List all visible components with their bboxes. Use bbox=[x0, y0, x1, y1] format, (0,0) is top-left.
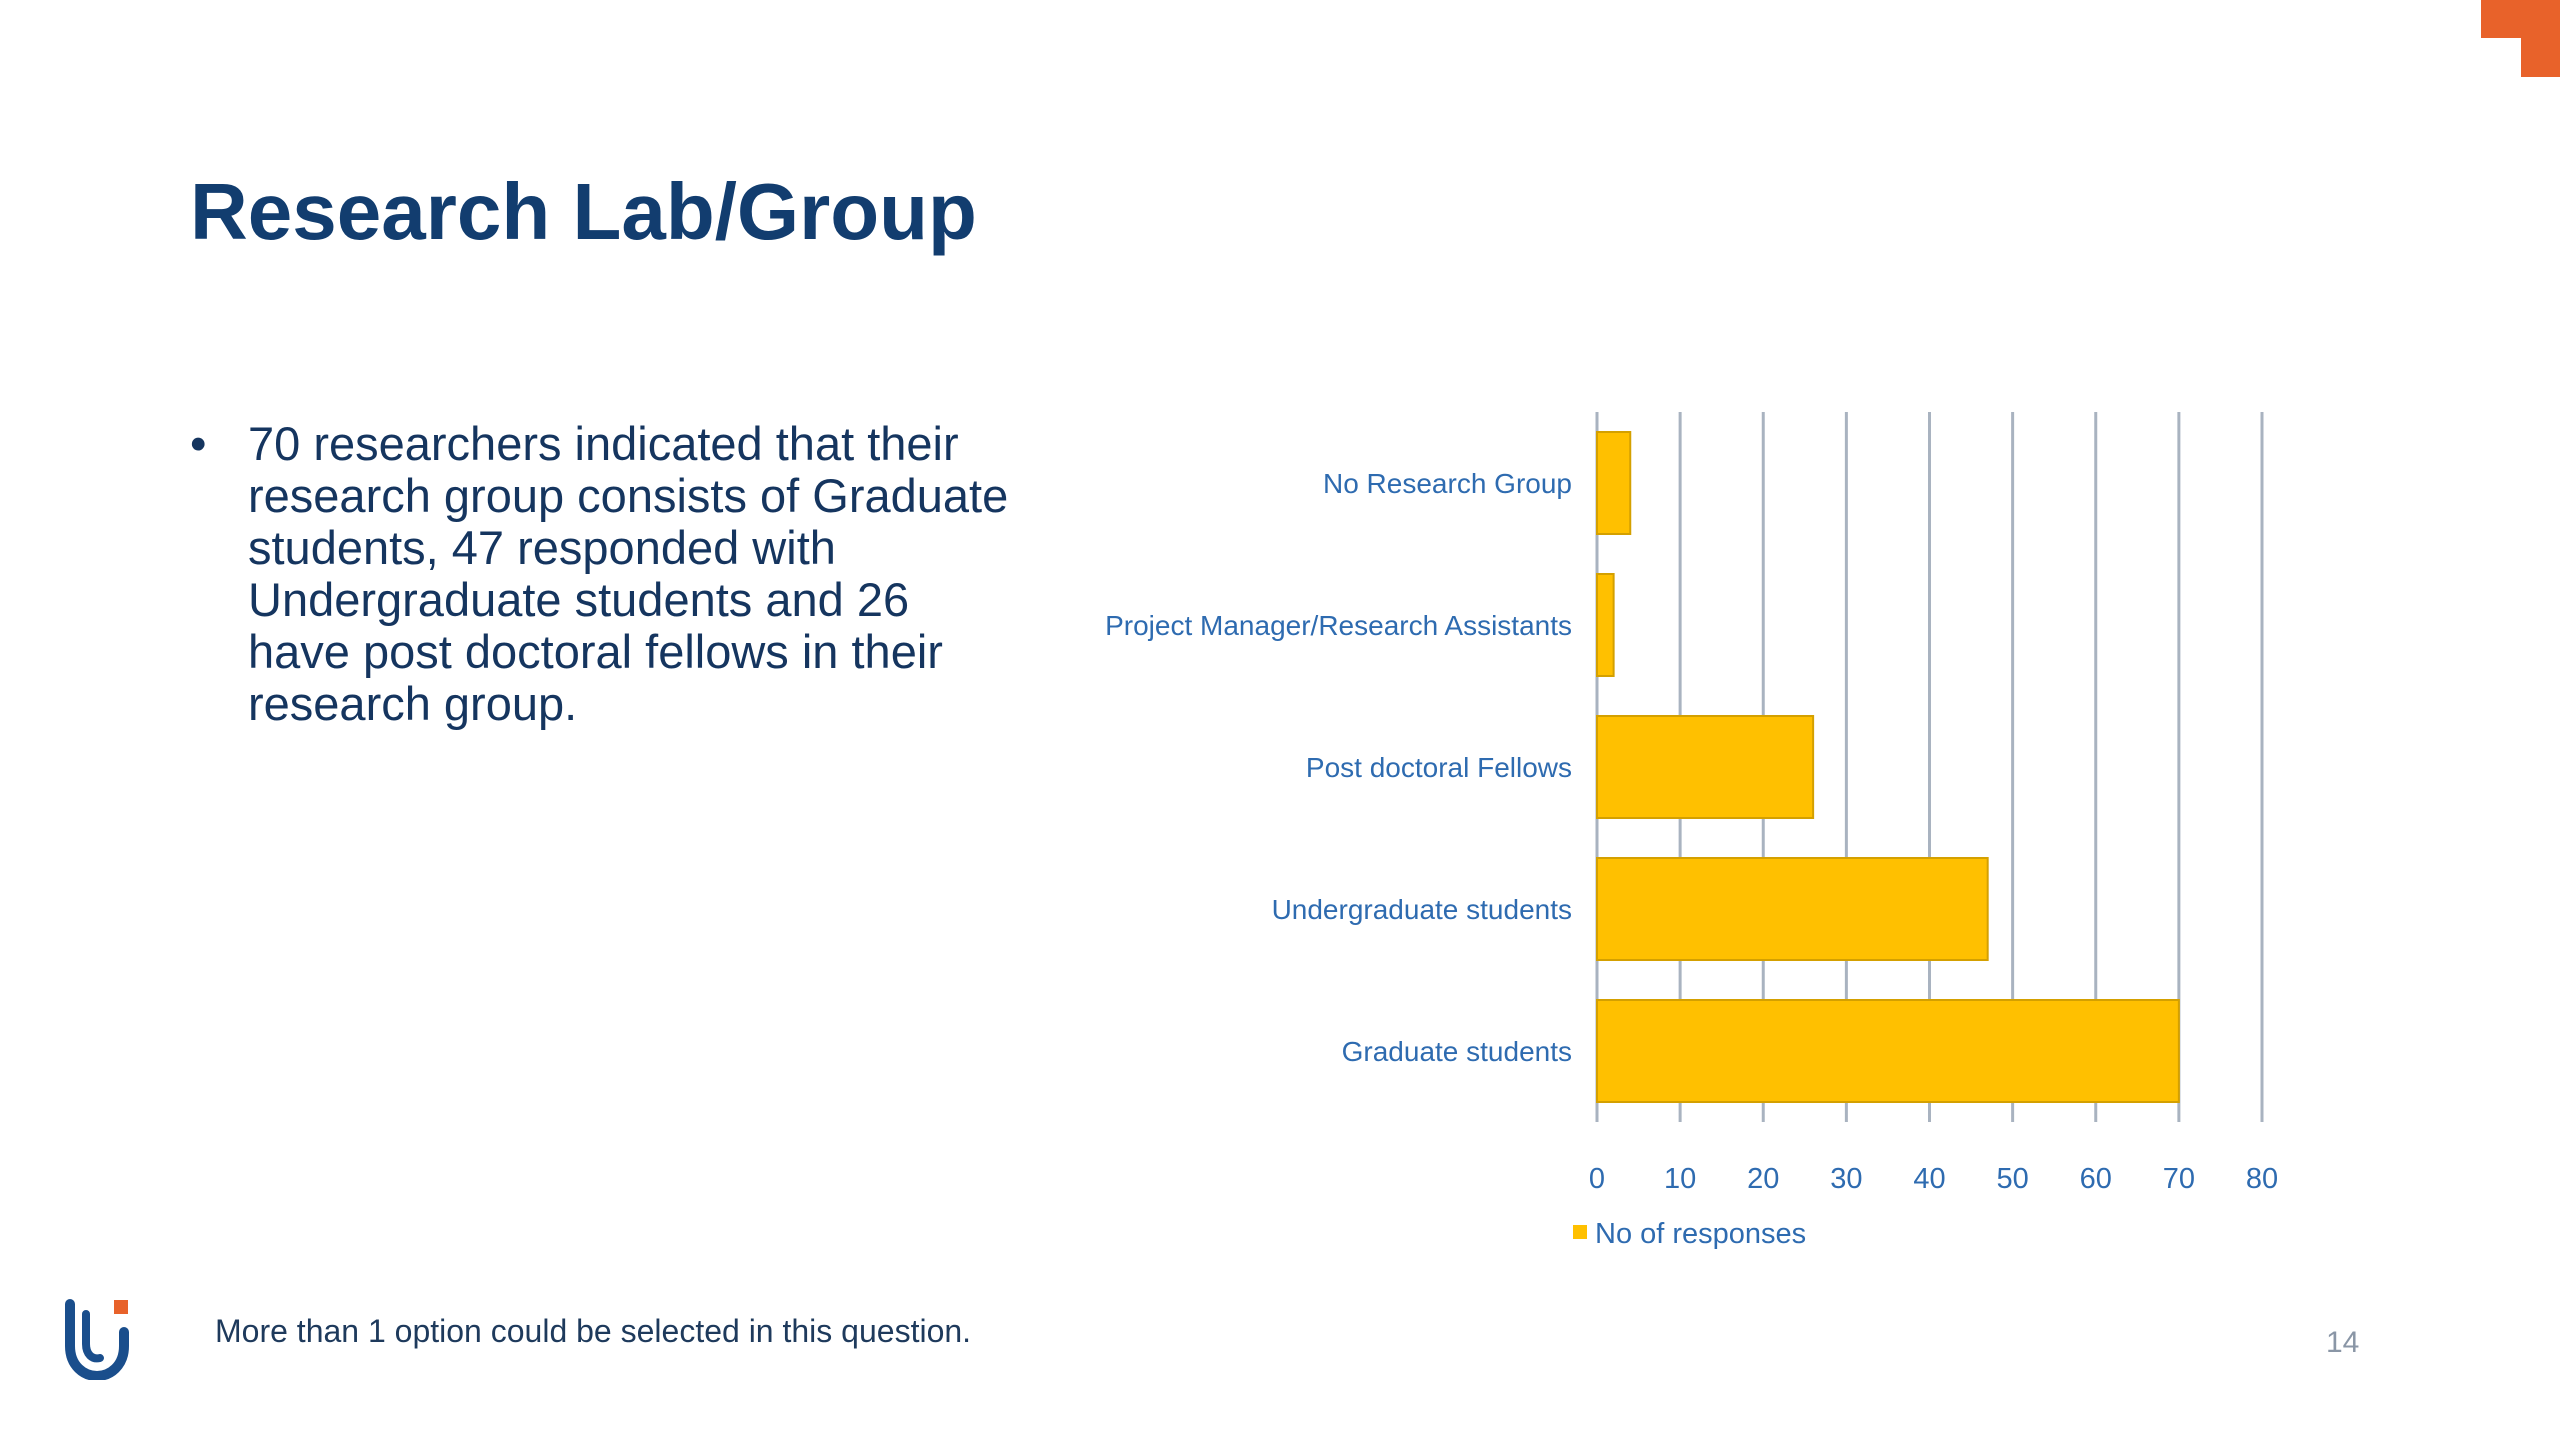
bullet-item: • 70 researchers indicated that their re… bbox=[190, 418, 1010, 730]
category-label-1: Project Manager/Research Assistants bbox=[1105, 610, 1572, 641]
bar-1 bbox=[1596, 573, 1615, 677]
slide-title: Research Lab/Group bbox=[190, 167, 977, 256]
x-tick-label-50: 50 bbox=[1996, 1163, 2028, 1195]
category-label-0: No Research Group bbox=[1323, 468, 1572, 499]
category-label-4: Graduate students bbox=[1342, 1036, 1572, 1067]
bullet-text: 70 researchers indicated that their rese… bbox=[248, 417, 1009, 730]
bullet-list: • 70 researchers indicated that their re… bbox=[190, 418, 1010, 730]
bullet-dot-icon: • bbox=[190, 417, 207, 470]
university-logo bbox=[65, 1299, 129, 1380]
legend-label: No of responses bbox=[1595, 1218, 1806, 1250]
x-tick-label-70: 70 bbox=[2163, 1163, 2195, 1195]
category-labels: No Research Group Project Manager/Researc… bbox=[1105, 468, 1572, 1067]
page-number: 14 bbox=[2326, 1326, 2360, 1359]
x-tick-label-30: 30 bbox=[1830, 1163, 1862, 1195]
category-label-3: Undergraduate students bbox=[1272, 894, 1572, 925]
bar-2 bbox=[1596, 715, 1815, 819]
x-tick-label-20: 20 bbox=[1747, 1163, 1779, 1195]
x-tick-label-10: 10 bbox=[1664, 1163, 1696, 1195]
bar-chart: No Research Group Project Manager/Researc… bbox=[1105, 412, 2278, 1250]
legend: No of responses bbox=[1573, 1218, 1806, 1250]
bar-0 bbox=[1596, 431, 1632, 535]
bars bbox=[1596, 431, 2180, 1103]
bar-3 bbox=[1596, 857, 1989, 961]
legend-swatch bbox=[1573, 1225, 1587, 1239]
x-tick-label-60: 60 bbox=[2080, 1163, 2112, 1195]
x-tick-label-80: 80 bbox=[2246, 1163, 2278, 1195]
bar-4 bbox=[1596, 999, 2180, 1103]
x-tick-label-0: 0 bbox=[1589, 1163, 1605, 1195]
corner-accent-shape bbox=[2481, 0, 2560, 77]
x-tick-label-40: 40 bbox=[1913, 1163, 1945, 1195]
x-tick-labels: 0 10 20 30 40 50 60 70 80 bbox=[1589, 1163, 2278, 1195]
category-label-2: Post doctoral Fellows bbox=[1306, 752, 1572, 783]
footnote: More than 1 option could be selected in … bbox=[215, 1313, 972, 1349]
